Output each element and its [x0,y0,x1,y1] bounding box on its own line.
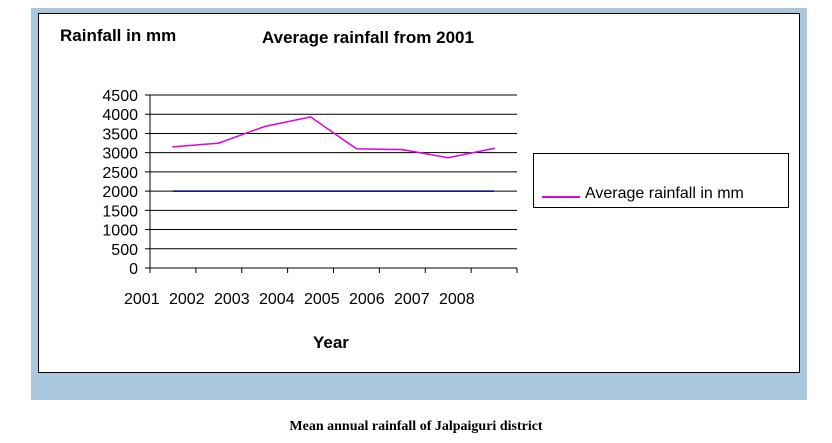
figure-caption: Mean annual rainfall of Jalpaiguri distr… [289,419,543,434]
x-axis-title: Year [313,333,349,352]
y-tick-label: 0 [129,261,138,278]
legend-swatch [542,196,580,198]
data-point [172,146,174,148]
x-tick-label: 2002 [169,291,205,308]
data-point [218,142,220,144]
data-point [355,148,358,150]
y-tick-label: 4000 [102,107,138,124]
data-point [447,156,449,159]
legend: Average rainfall in mm [533,153,789,208]
y-axis-title: Rainfall in mm [60,26,177,45]
y-tick-label: 1500 [102,203,138,220]
x-tick-label: 2003 [214,291,250,308]
x-tick-label: 2008 [439,291,475,308]
data-point [309,116,312,118]
y-tick-label: 500 [111,242,138,259]
x-tick-label: 2006 [349,291,385,308]
chart-title: Average rainfall from 2001 [262,28,474,47]
data-point [263,125,266,128]
series-line-average-rainfall [172,116,495,159]
y-tick-label: 3000 [102,146,138,163]
legend-label: Average rainfall in mm [585,185,744,202]
x-tick-label: 2004 [259,291,295,308]
data-point [493,147,495,150]
y-tick-label: 1000 [102,223,138,240]
y-tick-label: 2000 [102,184,138,201]
x-tick-label: 2005 [304,291,340,308]
y-tick-label: 3500 [102,126,138,143]
data-point [401,148,404,151]
x-tick-label: 2001 [124,291,160,308]
y-tick-label: 4500 [102,88,138,105]
x-tick-label: 2007 [394,291,430,308]
y-tick-label: 2500 [102,165,138,182]
